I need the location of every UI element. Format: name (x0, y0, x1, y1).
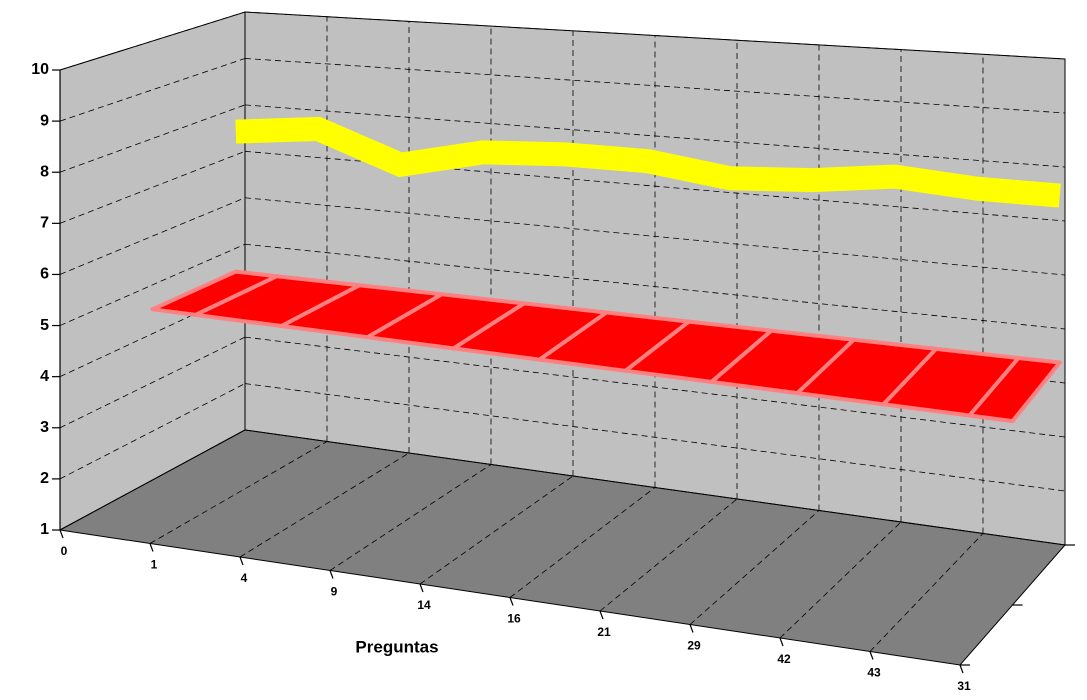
y-tick-label: 5 (40, 317, 49, 334)
x-tick (779, 637, 784, 647)
x-tick-label: 21 (597, 625, 611, 639)
y-tick-label: 2 (40, 470, 49, 487)
grid-line (59, 58, 246, 122)
x-tick (419, 583, 424, 593)
y-tick-label: 8 (40, 163, 49, 180)
grid-line (509, 487, 656, 598)
x-axis-label: Preguntas (355, 637, 438, 656)
y-tick-label: 7 (40, 215, 49, 232)
grid-line (149, 441, 328, 544)
grid-line (59, 383, 246, 480)
x-tick (959, 664, 964, 674)
x-tick-label: 16 (507, 612, 521, 626)
x-tick-label: 4 (241, 571, 248, 585)
grid-line (59, 243, 246, 326)
grid-line (419, 475, 574, 585)
grid-line (59, 11, 246, 71)
x-tick-label: 0 (61, 544, 68, 558)
x-tick (689, 624, 694, 633)
x-tick-label: 42 (777, 652, 791, 666)
y-tick-label: 10 (31, 61, 49, 78)
x-tick (149, 543, 154, 552)
grid-line (59, 104, 246, 173)
x-tick-label: 29 (687, 639, 701, 653)
ribbon-tile (967, 356, 1062, 424)
x-tick (509, 597, 514, 606)
grid-line (329, 464, 492, 571)
grid-line (779, 521, 902, 639)
y-tick-label: 4 (40, 368, 49, 385)
x-tick-label: 31 (957, 679, 971, 693)
y-tick-label: 6 (40, 266, 49, 283)
x-tick (329, 570, 334, 579)
y-tick-label: 1 (40, 521, 49, 538)
x-tick-label: 9 (331, 585, 338, 599)
grid-line (869, 533, 984, 652)
grid-line (59, 150, 246, 224)
y-tick-label: 9 (40, 112, 49, 129)
grid-line (689, 510, 820, 625)
x-tick (59, 529, 64, 539)
ribbon-line (235, 116, 1061, 208)
x-tick (599, 610, 604, 620)
x-tick (869, 651, 874, 660)
grid-line (59, 336, 246, 429)
grid-line (239, 452, 410, 558)
x-tick (239, 556, 244, 566)
y-tick-label: 3 (40, 419, 49, 436)
x-tick-label: 43 (867, 666, 881, 680)
x-tick-label: 14 (417, 598, 431, 612)
x-tick-label: 1 (151, 558, 158, 572)
grid-line (59, 429, 246, 531)
grid-line (59, 197, 246, 275)
